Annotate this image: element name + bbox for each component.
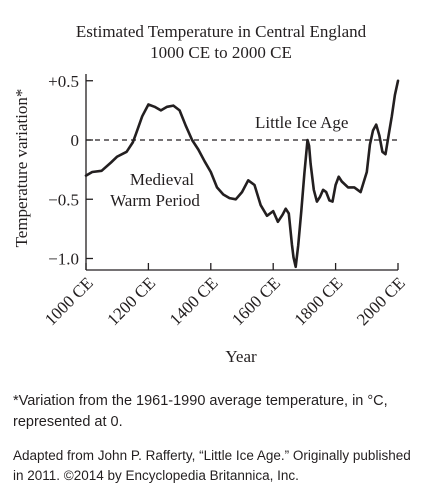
footnote-line-1: *Variation from the 1961-1990 average te… <box>13 393 388 409</box>
y-tick-label: +0.5 <box>48 72 79 91</box>
y-axis-label: Temperature variation* <box>12 89 31 248</box>
temperature-series-line <box>84 79 400 269</box>
credit-line-1: Adapted from John P. Rafferty, “Little I… <box>13 448 411 463</box>
source-credit: Adapted from John P. Rafferty, “Little I… <box>13 446 438 486</box>
annotation-little-ice-age: Little Ice Age <box>255 113 348 132</box>
y-ticks: +0.5 0 −0.5 −1.0 <box>48 72 93 269</box>
x-tick-label: 1200 CE <box>103 273 159 329</box>
x-tick-label: 1400 CE <box>166 273 222 329</box>
chart-title: Estimated Temperature in Central England <box>75 22 367 41</box>
annotation-medieval: Medieval <box>130 170 194 189</box>
x-tick-label: 2000 CE <box>353 273 409 329</box>
y-tick-label: −0.5 <box>48 190 79 209</box>
footnote: *Variation from the 1961-1990 average te… <box>13 391 438 433</box>
y-tick-label: 0 <box>71 131 80 150</box>
temperature-chart: +0.5 0 −0.5 −1.0 1000 CE 1200 CE 1400 CE 1600 … <box>12 72 409 366</box>
axes <box>85 74 398 271</box>
x-tick-label: 1800 CE <box>291 273 347 329</box>
footnote-line-2: represented at 0. <box>13 414 123 430</box>
x-axis-label: Year <box>225 347 257 366</box>
x-ticks: 1000 CE 1200 CE 1400 CE 1600 CE 1800 CE 2000 … <box>41 263 409 329</box>
credit-line-2: in 2011. ©2014 by Encyclopedia Britannic… <box>13 468 299 483</box>
x-tick-label: 1000 CE <box>41 273 97 329</box>
annotation-warm-period: Warm Period <box>110 191 200 210</box>
x-tick-label: 1600 CE <box>228 273 284 329</box>
y-tick-label: −1.0 <box>48 250 79 269</box>
chart-subtitle: 1000 CE to 2000 CE <box>150 43 292 62</box>
